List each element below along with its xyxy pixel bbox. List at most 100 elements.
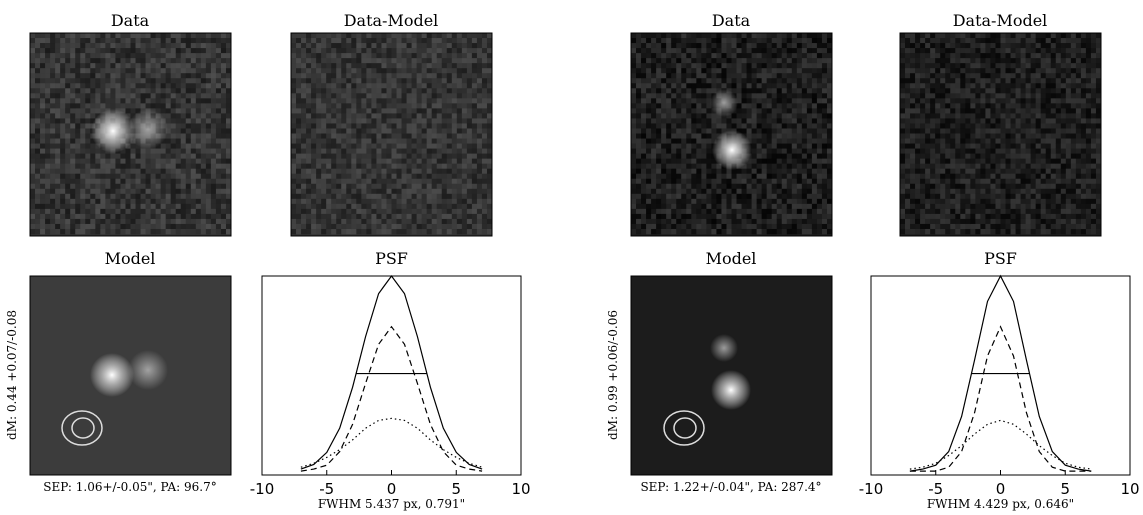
- pixel: [70, 103, 75, 108]
- pixel: [812, 149, 817, 154]
- pixel: [100, 214, 105, 219]
- pixel: [166, 174, 171, 179]
- pixel: [407, 229, 412, 234]
- pixel: [125, 98, 130, 103]
- pixel: [711, 128, 716, 133]
- pixel: [432, 199, 437, 204]
- pixel: [371, 169, 376, 174]
- pixel: [316, 98, 321, 103]
- pixel: [75, 224, 80, 229]
- pixel: [900, 179, 905, 184]
- pixel: [711, 68, 716, 73]
- pixel: [216, 159, 221, 164]
- pixel: [221, 63, 226, 68]
- pixel: [151, 204, 156, 209]
- pixel: [905, 189, 910, 194]
- pixel: [311, 93, 316, 98]
- pixel: [75, 174, 80, 179]
- pixel: [141, 189, 146, 194]
- pixel: [676, 58, 681, 63]
- pixel: [482, 144, 487, 149]
- pixel: [351, 118, 356, 123]
- pixel: [792, 154, 797, 159]
- pixel: [341, 149, 346, 154]
- pixel: [402, 144, 407, 149]
- pixel: [361, 204, 366, 209]
- pixel: [392, 118, 397, 123]
- pixel: [40, 33, 45, 38]
- pixel: [676, 128, 681, 133]
- pixel: [797, 118, 802, 123]
- pixel: [311, 204, 316, 209]
- pixel: [186, 78, 191, 83]
- pixel: [792, 164, 797, 169]
- pixel: [40, 199, 45, 204]
- pixel: [447, 174, 452, 179]
- pixel: [70, 164, 75, 169]
- pixel: [366, 184, 371, 189]
- pixel: [186, 199, 191, 204]
- pixel: [462, 209, 467, 214]
- pixel: [412, 194, 417, 199]
- pixel: [166, 184, 171, 189]
- pixel: [772, 174, 777, 179]
- pixel: [787, 179, 792, 184]
- pixel: [671, 93, 676, 98]
- pixel: [341, 229, 346, 234]
- pixel: [80, 134, 85, 139]
- pixel: [361, 214, 366, 219]
- pixel: [802, 204, 807, 209]
- pixel: [802, 68, 807, 73]
- pixel: [65, 229, 70, 234]
- pixel: [767, 123, 772, 128]
- pixel: [95, 88, 100, 93]
- pixel: [452, 169, 457, 174]
- pixel: [661, 149, 666, 154]
- pixel: [141, 63, 146, 68]
- pixel: [691, 38, 696, 43]
- pixel: [361, 33, 366, 38]
- pixel: [757, 199, 762, 204]
- pixel: [905, 159, 910, 164]
- pixel: [432, 214, 437, 219]
- pixel: [910, 194, 915, 199]
- pixel: [422, 209, 427, 214]
- pixel: [100, 63, 105, 68]
- pixel: [115, 48, 120, 53]
- pixel: [311, 103, 316, 108]
- pixel: [341, 68, 346, 73]
- pixel: [397, 229, 402, 234]
- pixel: [221, 123, 226, 128]
- pixel: [782, 63, 787, 68]
- pixel: [296, 68, 301, 73]
- pixel: [696, 169, 701, 174]
- pixel: [131, 184, 136, 189]
- pixel: [666, 219, 671, 224]
- pixel: [900, 118, 905, 123]
- pixel: [437, 118, 442, 123]
- pixel: [201, 68, 206, 73]
- pixel: [60, 144, 65, 149]
- pixel: [216, 33, 221, 38]
- pixel: [777, 88, 782, 93]
- pixel: [70, 113, 75, 118]
- pixel: [792, 118, 797, 123]
- pixel: [331, 134, 336, 139]
- pixel: [716, 58, 721, 63]
- pixel: [477, 169, 482, 174]
- pixel: [201, 184, 206, 189]
- pixel: [462, 194, 467, 199]
- pixel: [196, 103, 201, 108]
- pixel: [35, 93, 40, 98]
- pixel: [206, 159, 211, 164]
- pixel: [181, 229, 186, 234]
- pixel: [757, 154, 762, 159]
- pixel: [35, 88, 40, 93]
- pixel: [701, 194, 706, 199]
- pixel: [346, 98, 351, 103]
- pixel: [797, 78, 802, 83]
- pixel: [671, 43, 676, 48]
- pixel: [85, 164, 90, 169]
- pixel: [392, 73, 397, 78]
- pixel: [100, 184, 105, 189]
